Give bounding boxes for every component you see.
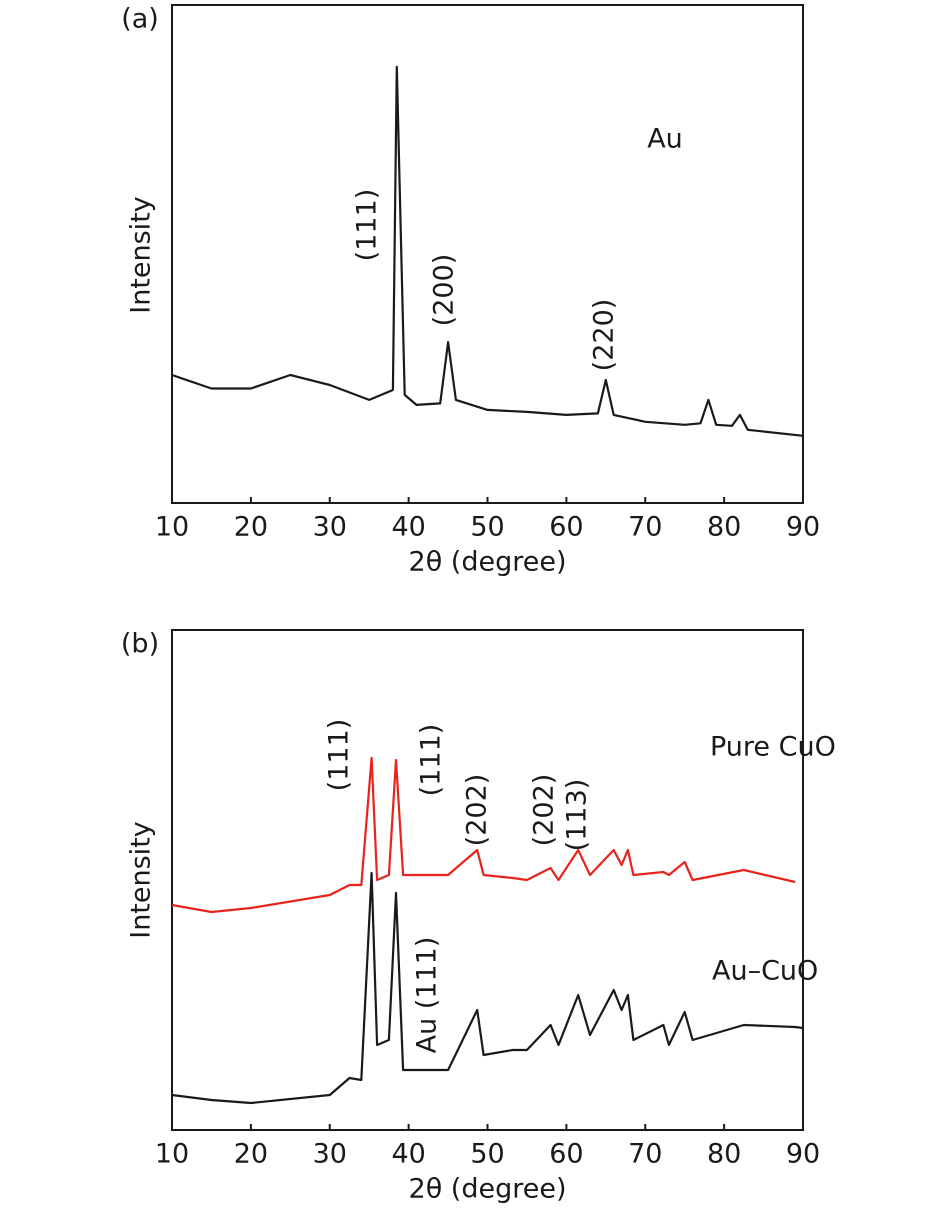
x-tick-label: 30 bbox=[313, 1139, 347, 1170]
peak-annotation: Au (111) bbox=[412, 937, 443, 1054]
x-tick-label: 20 bbox=[234, 512, 268, 543]
x-tick-label: 70 bbox=[628, 1139, 662, 1170]
x-tick-label: 80 bbox=[707, 1139, 741, 1170]
peak-annotation: (220) bbox=[589, 299, 620, 372]
x-axis-label: 2θ (degree) bbox=[409, 547, 567, 578]
panel-label: (b) bbox=[121, 629, 159, 660]
x-tick-label: 80 bbox=[707, 512, 741, 543]
peak-annotation: (202) bbox=[529, 774, 560, 847]
y-axis-label: Intensity bbox=[126, 821, 157, 939]
x-tick-label: 40 bbox=[391, 1139, 425, 1170]
y-axis-label: Intensity bbox=[126, 196, 157, 314]
peak-annotation: (113) bbox=[562, 779, 593, 852]
peak-annotation: (202) bbox=[462, 774, 493, 847]
x-axis-label: 2θ (degree) bbox=[409, 1174, 567, 1205]
x-tick-label: 60 bbox=[549, 512, 583, 543]
x-tick-label: 90 bbox=[786, 512, 820, 543]
peak-annotation: (200) bbox=[429, 254, 460, 327]
panel-label: (a) bbox=[121, 4, 159, 35]
plot-frame bbox=[171, 4, 804, 504]
x-tick-label: 10 bbox=[155, 512, 189, 543]
x-tick-label: 10 bbox=[155, 1139, 189, 1170]
x-tick-label: 90 bbox=[786, 1139, 820, 1170]
peak-annotation: (111) bbox=[324, 719, 355, 792]
data-line bbox=[171, 756, 796, 914]
peak-annotation: Au bbox=[647, 124, 683, 155]
x-tick-label: 20 bbox=[234, 1139, 268, 1170]
peak-annotation: (111) bbox=[416, 724, 447, 797]
data-line bbox=[171, 871, 804, 1105]
data-line bbox=[171, 65, 804, 437]
series-label: Pure CuO bbox=[710, 732, 836, 763]
x-tick-label: 40 bbox=[391, 512, 425, 543]
x-tick-label: 60 bbox=[549, 1139, 583, 1170]
x-tick-label: 50 bbox=[470, 512, 504, 543]
x-tick-label: 70 bbox=[628, 512, 662, 543]
x-tick-label: 30 bbox=[313, 512, 347, 543]
x-tick-label: 50 bbox=[470, 1139, 504, 1170]
peak-annotation: (111) bbox=[352, 189, 383, 262]
series-label: Au–CuO bbox=[712, 956, 818, 987]
